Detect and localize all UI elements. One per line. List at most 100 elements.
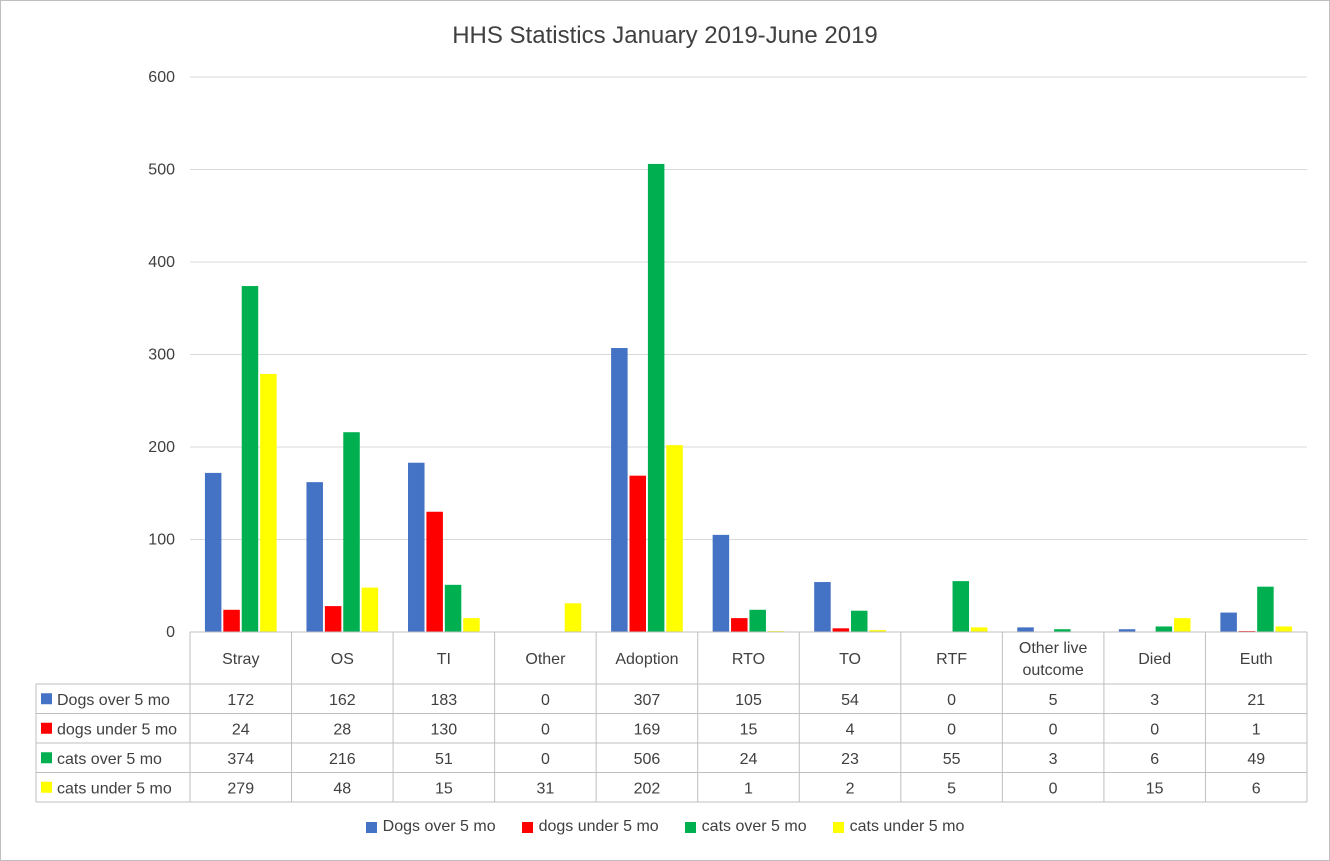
table-cell-value: 23 [841,751,859,768]
legend-swatch [832,821,844,833]
bar [666,445,683,632]
bar [426,511,443,632]
bar [970,627,988,632]
table-cell-value: 5 [947,780,956,797]
bar [850,610,868,632]
table-cell-value: 130 [431,721,458,738]
bar [832,628,850,632]
category-label: outcome [1022,662,1083,679]
legend-label: Dogs over 5 mo [382,818,496,835]
table-series-swatch [41,722,52,734]
bar [408,462,425,632]
category-label: Adoption [615,651,678,668]
bar [241,286,259,632]
table-cell-value: 31 [537,780,555,797]
bar [1275,626,1293,632]
bar [260,373,277,632]
category-label: RTO [732,651,765,668]
table-series-label: dogs under 5 mo [57,721,177,738]
table-cell-value: 506 [634,751,661,768]
chart-title: HHS Statistics January 2019-June 2019 [452,22,878,49]
bar [444,584,462,632]
bar [1017,627,1034,632]
bar [749,609,766,632]
table-cell-value: 15 [1146,780,1164,797]
table-cell-value: 51 [435,751,453,768]
table-cell-value: 49 [1247,751,1265,768]
y-tick-label: 400 [148,254,175,271]
legend-label: cats under 5 mo [849,818,965,835]
legend-label: cats over 5 mo [701,818,807,835]
table-cell-value: 0 [1049,721,1058,738]
bar [731,618,748,632]
bar [1155,626,1173,632]
table-cell-value: 55 [943,751,961,768]
table-cell-value: 3 [1049,751,1058,768]
table-cell-value: 54 [841,692,859,709]
category-label: OS [331,651,354,668]
category-label: Stray [222,651,259,668]
table-cell-value: 169 [634,721,661,738]
table-cell-value: 202 [634,780,661,797]
category-label: TI [437,651,451,668]
table-cell-value: 15 [740,721,758,738]
legend: Dogs over 5 mo dogs under 5 mo cats over 5… [0,818,1330,836]
legend-item: cats over 5 mo [684,818,807,836]
bar [324,606,342,632]
bar [611,348,628,632]
table-cell-value: 0 [1049,780,1058,797]
bar [1257,586,1274,632]
table-cell-value: 3 [1150,692,1159,709]
legend-label: dogs under 5 mo [538,818,659,835]
table-series-label: Dogs over 5 mo [57,692,170,709]
table-cell-value: 0 [541,721,550,738]
table-cell-value: 216 [329,751,356,768]
legend-swatch [521,821,533,833]
table-cell-value: 15 [435,780,453,797]
bar [1174,618,1191,632]
category-label: Other [525,651,566,668]
bar [1220,612,1237,632]
table-series-swatch [41,693,52,705]
table-cell-value: 0 [541,692,550,709]
table-series-label: cats under 5 mo [57,780,172,797]
table-cell-value: 105 [735,692,762,709]
y-tick-label: 300 [148,347,175,364]
table-cell-value: 4 [846,721,855,738]
bar [952,581,970,632]
bar [814,582,831,632]
legend-swatch [684,821,696,833]
bar [564,603,582,632]
bar [1118,629,1136,632]
category-label: RTF [936,651,967,668]
category-label: Died [1138,651,1171,668]
table-cell-value: 6 [1150,751,1159,768]
bar [463,618,480,632]
bar [223,609,240,632]
table-cell-value: 2 [846,780,855,797]
category-label: Other live [1019,640,1088,657]
bar [1054,629,1071,632]
y-tick-label: 0 [166,624,175,641]
table-cell-value: 172 [227,692,254,709]
table-cell-value: 1 [1252,721,1261,738]
bar [647,163,665,632]
legend-item: cats under 5 mo [832,818,965,836]
legend-item: Dogs over 5 mo [365,818,496,836]
legend-swatch [365,821,377,833]
category-label: TO [839,651,861,668]
legend-item: dogs under 5 mo [521,818,659,836]
table-cell-value: 1 [744,780,753,797]
y-tick-label: 500 [148,162,175,179]
category-label: Euth [1240,651,1273,668]
table-cell-value: 0 [947,692,956,709]
table-cell-value: 0 [541,751,550,768]
table-cell-value: 21 [1247,692,1265,709]
table-cell-value: 183 [431,692,458,709]
y-tick-label: 600 [148,69,175,86]
bar [306,482,323,632]
table-series-swatch [41,752,52,764]
bar [361,587,379,632]
